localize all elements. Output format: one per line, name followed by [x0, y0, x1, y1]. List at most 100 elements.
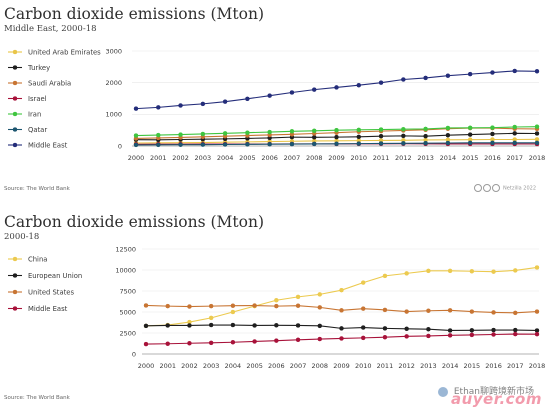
data-point	[401, 77, 406, 82]
data-point	[156, 105, 161, 110]
x-tick-label: 2011	[377, 362, 394, 370]
data-point	[295, 323, 301, 328]
data-point	[133, 106, 139, 111]
data-point	[404, 309, 409, 314]
data-point	[447, 308, 453, 313]
x-tick-label: 2008	[306, 154, 323, 162]
line-chart-comparison: 0 2500 5000 7500 10000 12500 2000 2001 2002 2003 2…	[8, 245, 545, 370]
data-point	[378, 80, 384, 85]
data-point	[534, 331, 540, 337]
data-point	[289, 90, 295, 95]
data-point	[445, 132, 451, 138]
data-point	[267, 129, 272, 135]
data-point	[469, 269, 475, 274]
data-point	[382, 273, 388, 279]
data-point	[512, 140, 517, 146]
y-tick-label: 2500	[119, 329, 136, 337]
data-point	[339, 287, 344, 293]
data-point	[426, 326, 431, 332]
x-tick-label: 2002	[181, 362, 198, 370]
chart-title: Carbon dioxide emissions (Mton)	[4, 213, 265, 231]
data-point	[469, 309, 475, 314]
data-point	[267, 93, 272, 98]
legend-marker	[12, 111, 18, 117]
data-point	[339, 326, 344, 331]
data-point	[491, 327, 496, 333]
data-point	[447, 333, 453, 338]
x-tick-label: 2007	[284, 154, 301, 162]
data-point	[252, 339, 257, 344]
data-point	[317, 323, 323, 329]
data-point	[156, 132, 161, 138]
data-point	[252, 303, 257, 308]
x-tick-label: 2000	[138, 362, 155, 370]
data-point	[423, 140, 428, 146]
data-point	[133, 133, 139, 138]
data-point	[245, 130, 250, 135]
data-point	[512, 68, 517, 74]
legend-label: United Arab Emirates	[28, 48, 101, 56]
x-tick-label: 2015	[464, 362, 481, 370]
data-point	[200, 131, 206, 137]
series-line	[145, 266, 538, 327]
brand-watermark: auyer.com	[450, 390, 542, 408]
legend-marker	[12, 289, 18, 295]
data-point	[447, 328, 453, 333]
data-point	[491, 332, 496, 337]
x-tick-label: 2001	[150, 154, 167, 162]
data-point	[295, 303, 301, 308]
data-point	[513, 268, 518, 273]
data-point	[490, 131, 495, 137]
chart-subtitle: Middle East, 2000-18	[4, 24, 97, 34]
data-point	[467, 132, 473, 137]
data-point	[311, 141, 317, 147]
by-license-icon	[483, 184, 492, 192]
data-point	[534, 309, 540, 314]
data-point	[404, 326, 409, 332]
legend-label: Qatar	[28, 126, 47, 134]
y-tick-label: 0	[132, 350, 136, 358]
legend-label: Middle East	[28, 141, 68, 149]
data-point	[467, 140, 473, 146]
data-point	[534, 328, 540, 333]
data-point	[311, 135, 317, 140]
data-point	[426, 333, 431, 339]
legend-marker	[12, 49, 18, 55]
legend-marker	[12, 80, 18, 86]
data-point	[378, 127, 384, 132]
legend-label: China	[28, 255, 47, 263]
y-tick-label: 3000	[105, 47, 122, 55]
x-tick-label: 2009	[333, 362, 350, 370]
x-tick-label: 2014	[442, 362, 459, 370]
data-point	[490, 140, 495, 146]
data-point	[274, 303, 279, 309]
x-tick-label: 2011	[373, 154, 390, 162]
x-tick-label: 2009	[328, 154, 345, 162]
data-point	[295, 294, 301, 300]
data-point	[200, 142, 206, 147]
legend-label: Turkey	[27, 64, 50, 72]
data-point	[382, 307, 388, 313]
legend-label: United States	[28, 288, 74, 296]
data-point	[222, 131, 228, 136]
data-point	[252, 323, 257, 328]
data-point	[426, 308, 431, 313]
data-point	[339, 308, 344, 313]
chart-source: Source: The World Bank	[4, 395, 70, 401]
data-point	[467, 71, 473, 77]
legend-marker	[12, 142, 18, 148]
x-tick-label: 2003	[203, 362, 220, 370]
data-point	[230, 339, 236, 345]
data-point	[445, 73, 451, 78]
data-point	[534, 124, 540, 129]
x-tick-label: 2016	[485, 362, 502, 370]
data-point	[467, 125, 473, 131]
legend-label: European Union	[28, 272, 82, 280]
chart-title: Carbon dioxide emissions (Mton)	[4, 5, 265, 23]
data-point	[423, 133, 428, 139]
data-point	[469, 332, 475, 338]
data-point	[230, 322, 236, 328]
y-tick-label: 2000	[105, 79, 122, 87]
data-point	[165, 341, 170, 347]
legend-marker	[12, 127, 18, 132]
